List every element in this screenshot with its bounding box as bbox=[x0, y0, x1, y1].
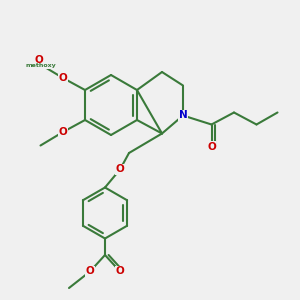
Text: O: O bbox=[116, 164, 124, 175]
Text: methoxy: methoxy bbox=[25, 64, 56, 68]
Text: O: O bbox=[85, 266, 94, 277]
Text: N: N bbox=[178, 110, 188, 121]
Text: O: O bbox=[116, 266, 124, 277]
Text: O: O bbox=[58, 73, 68, 83]
Text: O: O bbox=[207, 142, 216, 152]
Text: O: O bbox=[58, 127, 68, 137]
Text: O: O bbox=[34, 55, 43, 65]
